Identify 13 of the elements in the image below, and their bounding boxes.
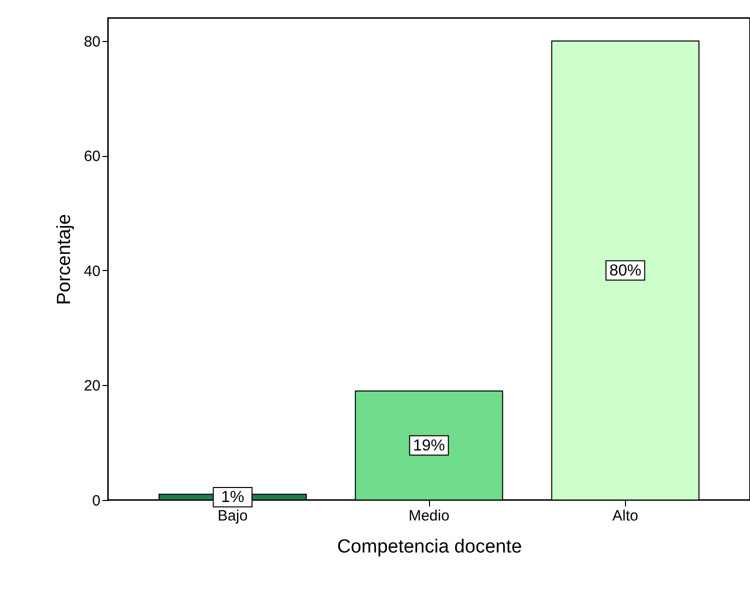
data-label: 80%	[609, 262, 642, 280]
data-label: 19%	[412, 437, 446, 454]
y-tick-label: 20	[84, 378, 100, 395]
y-tick-label: 60	[84, 148, 100, 166]
data-label: 1%	[221, 489, 244, 506]
x-tick-label: Alto	[612, 508, 638, 524]
x-tick-label: Bajo	[218, 508, 248, 524]
y-tick-label: 40	[84, 262, 100, 280]
y-tick-label: 80	[84, 33, 100, 50]
y-axis-title: Porcentaje	[54, 214, 75, 305]
x-tick-label: Medio	[408, 508, 450, 524]
y-tick-label: 0	[92, 492, 100, 510]
x-axis-title: Competencia docente	[337, 536, 522, 558]
